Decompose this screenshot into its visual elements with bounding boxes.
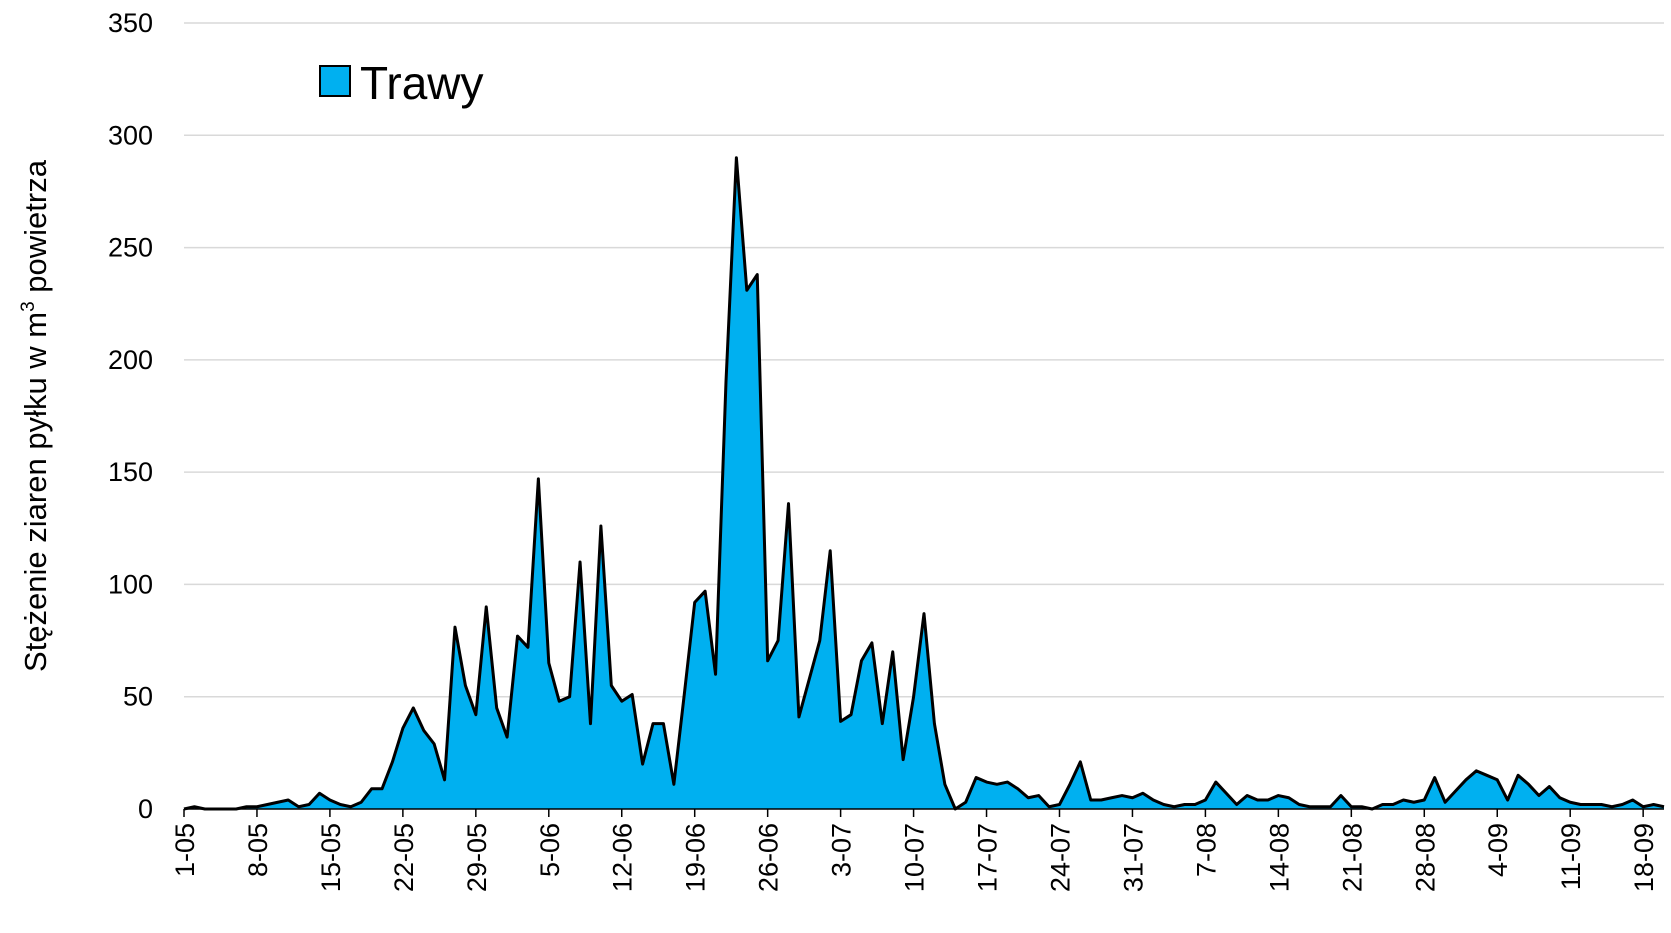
x-tick-label-19-06: 19-06 bbox=[681, 823, 711, 892]
x-tick-label-4-09: 4-09 bbox=[1483, 823, 1513, 877]
x-tick-label-18-09: 18-09 bbox=[1629, 823, 1659, 892]
y-axis-label-main: Stężenie ziaren pyłku w m bbox=[18, 312, 53, 672]
y-tick-label-250: 250 bbox=[108, 233, 153, 263]
x-tick-label-14-08: 14-08 bbox=[1264, 823, 1294, 892]
x-tick-label-26-06: 26-06 bbox=[754, 823, 784, 892]
x-tick-label-12-06: 12-06 bbox=[608, 823, 638, 892]
plot-area bbox=[183, 156, 1665, 811]
legend: Trawy bbox=[319, 57, 484, 109]
y-tick-label-100: 100 bbox=[108, 569, 153, 599]
x-tick-label-7-08: 7-08 bbox=[1191, 823, 1221, 877]
y-axis-label: Stężenie ziaren pyłku w m3 powietrza bbox=[18, 159, 53, 672]
y-tick-label-0: 0 bbox=[138, 794, 153, 824]
series-line-trawy bbox=[183, 156, 1665, 811]
y-tick-label-350: 350 bbox=[108, 8, 153, 38]
y-axis-label-tail: powietrza bbox=[18, 159, 53, 301]
y-axis-ticks: 0 50 100 150 200 250 300 350 bbox=[108, 8, 153, 824]
x-tick-label-28-08: 28-08 bbox=[1410, 823, 1440, 892]
x-tick-label-5-06: 5-06 bbox=[535, 823, 565, 877]
x-tick-label-10-07: 10-07 bbox=[900, 823, 930, 892]
x-tick-label-8-05: 8-05 bbox=[243, 823, 273, 877]
x-tick-label-3-07: 3-07 bbox=[827, 823, 857, 877]
legend-swatch bbox=[319, 65, 351, 97]
x-tick-label-15-05: 15-05 bbox=[316, 823, 346, 892]
x-tick-label-22-05: 22-05 bbox=[389, 823, 419, 892]
x-tick-label-17-07: 17-07 bbox=[973, 823, 1003, 892]
y-tick-label-200: 200 bbox=[108, 345, 153, 375]
x-tick-label-11-09: 11-09 bbox=[1556, 823, 1586, 890]
series-area-trawy bbox=[184, 157, 1664, 810]
y-tick-label-300: 300 bbox=[108, 120, 153, 150]
x-tick-label-31-07: 31-07 bbox=[1118, 823, 1148, 892]
y-axis-label-superscript: 3 bbox=[18, 301, 39, 312]
x-tick-label-21-08: 21-08 bbox=[1337, 823, 1367, 892]
x-tick-label-24-07: 24-07 bbox=[1045, 823, 1075, 892]
x-tick-label-1-05: 1-05 bbox=[170, 823, 200, 877]
x-tick-label-29-05: 29-05 bbox=[462, 823, 492, 892]
y-tick-label-50: 50 bbox=[123, 682, 153, 712]
y-tick-label-150: 150 bbox=[108, 457, 153, 487]
gridlines bbox=[184, 22, 1664, 698]
x-axis-ticks: 1-05 8-05 15-05 22-05 29-05 5-06 12-06 19-06 26-… bbox=[170, 809, 1659, 892]
legend-label-trawy: Trawy bbox=[360, 57, 484, 109]
